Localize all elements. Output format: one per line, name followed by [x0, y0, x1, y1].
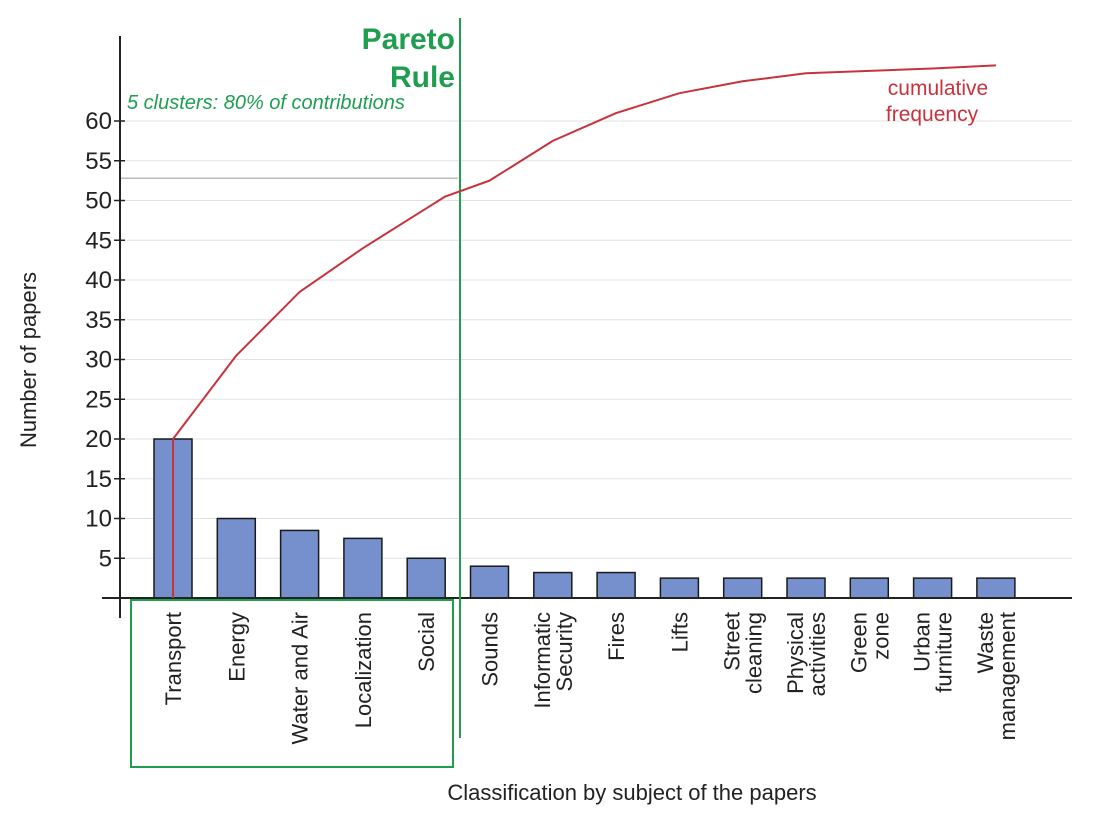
bar — [216, 517, 257, 599]
bar — [659, 577, 700, 599]
category-label: Lifts — [667, 612, 692, 652]
pareto-subtitle: 5 clusters: 80% of contributions — [127, 92, 405, 114]
bar — [786, 577, 826, 599]
y-tick-label: 10 — [85, 506, 112, 533]
category-label: activities — [805, 612, 830, 696]
category-label: Physical — [783, 612, 808, 694]
bar — [976, 577, 1016, 599]
y-tick-label: 20 — [85, 426, 112, 453]
cumulative-label-line2: frequency — [886, 103, 979, 126]
cumulative-label-line1: cumulative — [888, 77, 988, 100]
bar — [596, 571, 636, 599]
bar — [469, 565, 510, 599]
bar — [912, 577, 953, 599]
category-label: cleaning — [742, 612, 767, 694]
category-label: Street — [720, 612, 745, 671]
y-tick-label: 50 — [85, 188, 112, 215]
bar — [279, 529, 320, 599]
pareto-title-line1: Pareto — [362, 23, 455, 56]
category-label: Transport — [161, 612, 186, 705]
axis-layer — [102, 36, 1072, 618]
y-tick-label: 45 — [85, 227, 112, 254]
y-tick-label: 40 — [85, 267, 112, 294]
category-label: Informatic — [530, 612, 555, 709]
category-label: zone — [868, 612, 893, 660]
y-tick-label: 35 — [85, 307, 112, 334]
bar — [406, 557, 446, 599]
bar — [849, 577, 890, 599]
grid-layer — [120, 120, 1072, 559]
category-label: Fires — [604, 612, 629, 661]
cumulative-line-layer: cumulative frequency — [172, 64, 996, 598]
y-tick-label: 15 — [85, 466, 112, 493]
category-label: Localization — [351, 612, 376, 728]
bar-layer — [153, 438, 1016, 599]
category-label: Waste — [973, 612, 998, 674]
category-label: management — [995, 612, 1020, 740]
y-tick-label: 25 — [85, 386, 112, 413]
category-label: furniture — [932, 612, 957, 693]
bar — [343, 537, 383, 599]
y-tick-label: 5 — [99, 545, 112, 572]
category-label: Security — [552, 612, 577, 691]
y-axis-title: Number of papers — [16, 272, 41, 448]
pareto-title-line2: Rule — [390, 61, 455, 94]
category-label: Energy — [224, 612, 249, 682]
x-axis-title: Classification by subject of the papers — [447, 780, 816, 805]
bar — [533, 571, 573, 599]
tick-layer: 5 10 15 20 25 30 35 40 45 50 55 60 — [85, 108, 125, 572]
y-tick-label: 55 — [85, 148, 112, 175]
category-label: Green — [846, 612, 871, 673]
pareto-group-box — [130, 599, 454, 768]
category-label: Social — [414, 612, 439, 672]
category-label: Water and Air — [288, 612, 313, 744]
bar — [722, 577, 763, 599]
cumulative-frequency-line — [172, 64, 996, 440]
category-label: Urban — [910, 612, 935, 672]
y-tick-label: 60 — [85, 108, 112, 135]
category-labels: Transport Energy Water and Air Localization… — [161, 612, 1020, 744]
category-label: Sounds — [478, 612, 503, 687]
y-tick-label: 30 — [85, 347, 112, 374]
